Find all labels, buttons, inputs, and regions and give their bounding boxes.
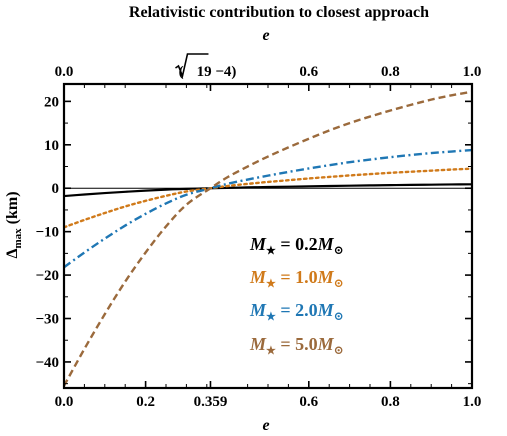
- series-line-m1_0: [64, 167, 472, 229]
- svg-text:Δmax(km): Δmax (km): [4, 191, 24, 258]
- top-x-tick-label: 1.0: [463, 64, 482, 80]
- top-x-tick-label: 0.6: [299, 64, 318, 80]
- y-axis-label-unit: (km): [4, 191, 21, 224]
- y-tick-label: −40: [35, 355, 59, 371]
- x-tick-label: 0.2: [136, 394, 155, 410]
- series-line-m5_0: [64, 90, 472, 387]
- top-x-axis-label: e: [262, 27, 269, 44]
- axes: 0.0 0.2 0.359 0.6 0.8 1.0 0.0 (19 −4) 0.6 0.8 1.0 2…: [35, 53, 482, 410]
- y-tick-label: −10: [35, 225, 59, 241]
- y-axis-label: Δmax (km): [4, 191, 24, 258]
- x-tick-label: 0.0: [55, 394, 74, 410]
- y-tick-label: −20: [35, 268, 59, 284]
- y-tick-label: 10: [44, 138, 59, 154]
- y-tick-label: −30: [35, 312, 59, 328]
- x-tick-label: 0.6: [299, 394, 318, 410]
- legend-entry: M★ = 2.0M⊙: [249, 300, 344, 323]
- top-x-tick-label: 0.8: [381, 64, 400, 80]
- bottom-x-axis-label: e: [262, 417, 269, 434]
- legend-entry: M★ = 5.0M⊙: [249, 334, 344, 357]
- y-axis-label-subscript: max: [12, 228, 24, 249]
- x-tick-label: 0.359: [194, 394, 228, 410]
- y-axis-label-symbol: Δ: [4, 249, 21, 259]
- y-tick-label: 0: [52, 181, 60, 197]
- top-x-tick-label: 0.0: [55, 64, 74, 80]
- x-tick-label: 0.8: [381, 394, 400, 410]
- svg-text:(19 −4): (19 −4): [179, 64, 237, 80]
- y-tick-label: 20: [44, 94, 59, 110]
- plot-frame: [62, 82, 474, 390]
- series-line-m2_0: [64, 148, 472, 269]
- x-tick-label: 1.0: [463, 394, 482, 410]
- series-lines: [64, 90, 472, 387]
- legend-entry: M★ = 1.0M⊙: [249, 267, 344, 290]
- chart-title: Relativistic contribution to closest app…: [129, 4, 429, 21]
- series-line-m0_2: [64, 183, 472, 198]
- sqrt-radical-icon: [175, 53, 209, 79]
- top-x-tick-label-sqrt: (19 −4): [175, 53, 237, 80]
- legend: M★ = 0.2M⊙ M★ = 1.0M⊙ M★ = 2.0M⊙ M★ = 5.0M⊙: [249, 234, 344, 357]
- legend-entry: M★ = 0.2M⊙: [249, 234, 344, 257]
